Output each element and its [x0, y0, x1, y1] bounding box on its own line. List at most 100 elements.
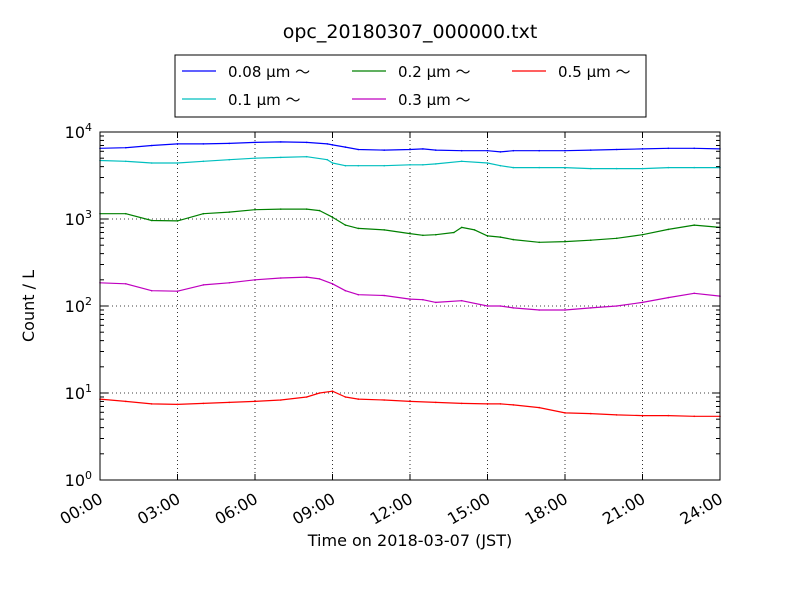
legend-label-2: 0.2 μm ～ — [398, 63, 471, 81]
data-point-s4-25 — [667, 414, 670, 417]
data-point-s4-3 — [176, 403, 179, 406]
data-point-s2-16 — [435, 233, 437, 236]
data-point-s0-13 — [383, 149, 386, 151]
data-point-s0-6 — [254, 141, 256, 144]
data-point-s4-20 — [538, 406, 540, 409]
data-point-s3-14 — [409, 298, 411, 300]
data-point-s0-20 — [512, 149, 515, 152]
y-tick-label: 100 — [65, 469, 92, 490]
data-point-s4-13 — [383, 399, 386, 401]
data-point-s3-5 — [228, 282, 230, 284]
data-point-s2-8 — [305, 208, 308, 210]
data-point-s1-15 — [422, 164, 424, 166]
y-axis-label: Count / L — [19, 270, 38, 342]
data-point-s3-23 — [590, 307, 592, 309]
data-point-s3-16 — [435, 301, 437, 304]
data-point-s3-3 — [176, 290, 179, 293]
data-point-s2-22 — [512, 238, 515, 241]
data-point-s4-18 — [499, 403, 502, 405]
data-point-s4-11 — [344, 396, 347, 398]
data-point-s0-23 — [590, 149, 592, 151]
data-point-s4-14 — [409, 400, 411, 403]
data-point-s0-16 — [435, 149, 437, 151]
data-point-s2-28 — [667, 228, 670, 231]
data-point-s2-18 — [460, 226, 463, 229]
data-point-s4-17 — [486, 403, 489, 405]
data-point-s2-1 — [125, 212, 127, 215]
data-point-s3-18 — [486, 305, 489, 307]
y-tick-base: 10 — [65, 384, 85, 403]
data-point-s0-18 — [486, 149, 489, 152]
data-point-s2-5 — [228, 211, 230, 213]
y-tick-exponent: 2 — [85, 295, 92, 308]
data-point-s3-15 — [422, 298, 424, 301]
data-point-s0-10 — [331, 144, 334, 146]
data-point-s2-20 — [486, 235, 489, 237]
data-point-s1-11 — [344, 164, 347, 167]
data-point-s3-27 — [693, 292, 695, 295]
data-point-s4-12 — [357, 398, 360, 400]
data-point-s0-12 — [357, 148, 360, 151]
data-point-s4-9 — [318, 392, 321, 394]
data-point-s0-14 — [409, 148, 411, 151]
data-point-s3-11 — [344, 289, 347, 292]
data-point-s3-6 — [254, 279, 256, 281]
legend-label-1: 0.1 μm ～ — [228, 91, 301, 109]
data-point-s3-22 — [564, 309, 566, 311]
data-point-s2-10 — [331, 216, 334, 218]
data-point-s1-21 — [538, 166, 540, 169]
data-point-s3-8 — [305, 276, 308, 278]
data-point-s4-6 — [254, 400, 256, 403]
data-point-s2-26 — [615, 237, 618, 240]
y-tick-label: 104 — [65, 121, 92, 142]
x-axis-label: Time on 2018-03-07 (JST) — [307, 531, 512, 550]
data-point-s3-19 — [499, 305, 502, 307]
data-point-s4-2 — [150, 403, 153, 405]
data-point-s4-26 — [693, 415, 695, 418]
data-point-s4-23 — [615, 414, 618, 416]
y-tick-label: 101 — [65, 382, 92, 403]
data-point-s4-16 — [460, 402, 463, 405]
data-point-s3-24 — [615, 305, 618, 307]
data-point-s2-27 — [641, 233, 644, 236]
data-point-s4-7 — [280, 399, 282, 401]
data-point-s1-25 — [641, 167, 644, 170]
data-point-s2-25 — [590, 239, 592, 241]
data-point-s1-17 — [460, 160, 463, 163]
data-point-s0-17 — [460, 149, 463, 152]
data-point-s4-15 — [435, 401, 437, 404]
data-point-s3-4 — [202, 284, 205, 286]
data-point-s3-2 — [150, 289, 153, 292]
legend: 0.08 μm ～ 0.1 μm ～ 0.2 μm ～ 0.3 μm ～ 0.5… — [174, 54, 647, 118]
data-point-s4-21 — [564, 412, 566, 414]
legend-box — [174, 54, 647, 118]
data-point-s2-11 — [344, 224, 347, 226]
data-point-s2-24 — [564, 240, 566, 243]
data-point-s4-4 — [202, 402, 205, 405]
data-point-s1-26 — [667, 166, 670, 169]
data-point-s3-12 — [357, 293, 360, 296]
data-point-s2-7 — [280, 208, 282, 210]
data-point-s3-13 — [383, 294, 386, 297]
data-point-s3-26 — [667, 296, 670, 299]
data-point-s4-8 — [305, 396, 308, 398]
y-tick-exponent: 3 — [85, 208, 92, 221]
data-point-s4-10 — [331, 390, 334, 393]
data-point-s2-14 — [409, 232, 411, 235]
data-point-s2-13 — [383, 229, 386, 231]
y-tick-exponent: 1 — [85, 382, 92, 395]
data-point-s1-20 — [512, 166, 515, 169]
y-tick-base: 10 — [65, 471, 85, 490]
data-point-s3-25 — [641, 301, 644, 304]
data-point-s2-23 — [538, 241, 540, 244]
data-point-s4-22 — [590, 412, 592, 415]
data-point-s1-22 — [564, 166, 566, 169]
y-tick-base: 10 — [65, 123, 85, 142]
data-point-s0-5 — [228, 142, 230, 145]
data-point-s1-23 — [590, 167, 592, 170]
data-point-s1-12 — [357, 164, 360, 167]
data-point-s1-8 — [305, 155, 308, 158]
data-point-s0-24 — [615, 148, 618, 151]
y-tick-base: 10 — [65, 210, 85, 229]
